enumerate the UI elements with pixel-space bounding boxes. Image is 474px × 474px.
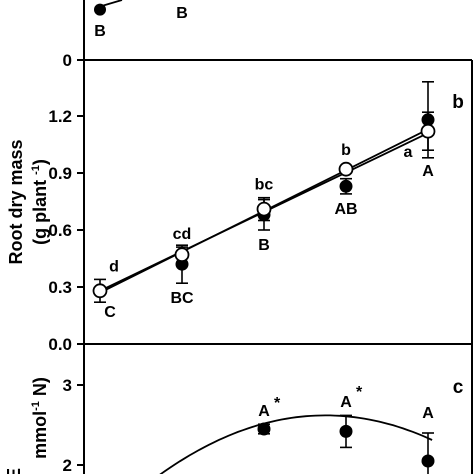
panel-b-open-letter: b <box>341 142 351 159</box>
panel-b-y-unit: (g plant -1) <box>30 159 50 245</box>
panel-c-point-letter: A <box>258 403 270 420</box>
panel-c-y-unit: mmol-1 N) <box>30 377 50 459</box>
panel-b-open-point <box>420 123 436 139</box>
panel-b-open-letter: bc <box>255 177 274 194</box>
panel-c-filled-point <box>257 422 271 436</box>
panel-b-open-point <box>256 201 272 217</box>
panel-b-y-tick-label: 0.3 <box>48 278 72 297</box>
panel-b-y-unit-sup: -1 <box>30 165 42 175</box>
panel-b-filled-letter: AB <box>334 201 357 218</box>
panel-c-label: c <box>453 377 464 398</box>
panel-a: 0 B B <box>63 0 472 70</box>
panel-b-filled-point <box>339 179 353 193</box>
panel-c-y-tick-label: 2 <box>63 456 72 474</box>
panel-c-y-unit-sup: -1 <box>30 401 42 411</box>
panel-b-y-tick-label: 0.9 <box>48 164 72 183</box>
panel-b-label: b <box>452 92 464 113</box>
panel-b-open-point <box>338 161 354 177</box>
panel-b-y-unit-close: ) <box>30 159 50 165</box>
panel-c: 23 cA * A*A <box>63 344 473 474</box>
panel-b: 0.0 0.3 0.6 0.9 1.2 b C BC B AB Ad cd bc b a <box>48 60 473 354</box>
panel-c-significance-mark: * <box>356 384 363 401</box>
panel-b-filled-letter: B <box>258 237 270 254</box>
panel-b-filled-letter: BC <box>170 290 194 307</box>
panel-b-open-point <box>92 283 108 299</box>
panel-b-y-tick-label: 0.0 <box>48 335 72 354</box>
y-axis-labels: Root dry mass (g plant -1)mmol-1 N)E <box>4 139 50 474</box>
panel-c-fit-curve <box>159 414 433 474</box>
panel-a-point-letter: B <box>94 23 106 40</box>
panel-a-point <box>94 3 106 16</box>
panel-b-y-unit-base: (g plant <box>30 175 50 245</box>
panel-c-filled-point <box>339 424 353 438</box>
panel-b-open-letter: a <box>404 144 413 161</box>
panel-b-y-tick-label: 0.6 <box>48 221 72 240</box>
panel-b-open-letter: cd <box>173 226 192 243</box>
panel-c-y-tick-label: 3 <box>63 376 72 395</box>
panel-b-y-label: Root dry mass <box>6 139 26 264</box>
panel-b-open-point <box>174 247 190 263</box>
panel-c-filled-point <box>421 454 435 468</box>
panel-c-point-letter: A <box>422 405 434 422</box>
panel-b-filled-letter: C <box>104 304 116 321</box>
panel-a-fit-line <box>102 0 123 7</box>
panel-c-y-unit-base: mmol <box>30 411 50 459</box>
panel-a-y-tick-label: 0 <box>63 51 72 70</box>
panel-b-y-tick-label: 1.2 <box>48 107 72 126</box>
panel-c-point-letter: A <box>340 394 352 411</box>
panel-c-y-unit-tail: N) <box>30 377 50 401</box>
panel-c-significance-mark: * <box>274 395 281 412</box>
panel-c-y-label: E <box>4 468 24 474</box>
panel-b-open-letter: d <box>109 258 119 275</box>
panel-a-point-letter: B <box>176 5 188 22</box>
panel-b-filled-letter: A <box>422 163 434 180</box>
